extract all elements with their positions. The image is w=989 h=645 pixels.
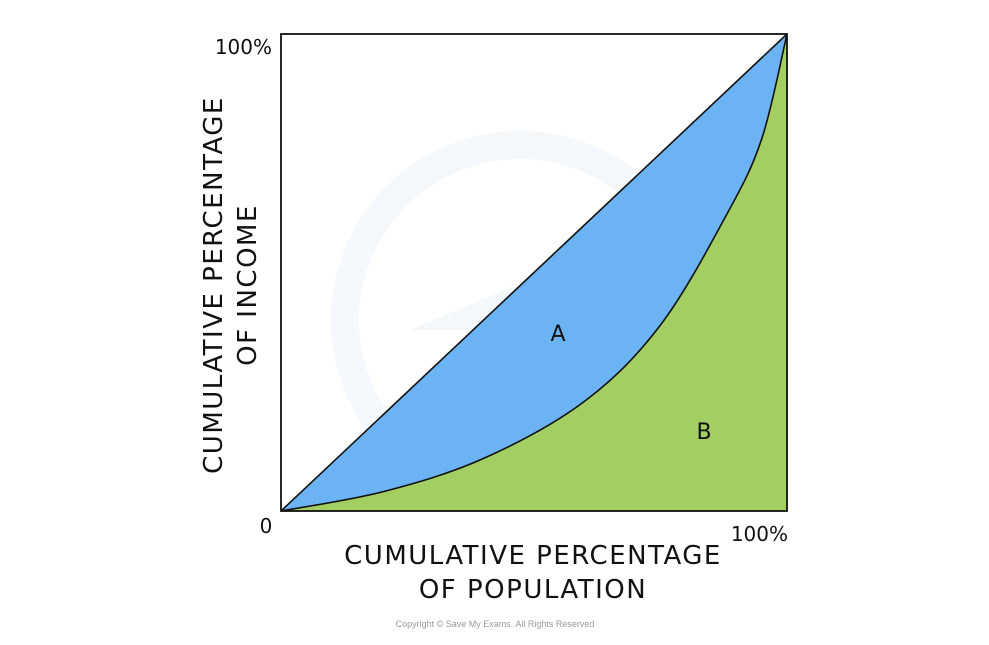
- x-axis-title-line-2: OF POPULATION: [419, 575, 647, 605]
- x-tick-max: 100%: [731, 522, 788, 546]
- x-axis-title-line-1: CUMULATIVE PERCENTAGE: [344, 541, 722, 571]
- y-axis-title-line-2: OF INCOME: [233, 204, 263, 366]
- copyright-notice: Copyright © Save My Exams. All Rights Re…: [396, 619, 595, 629]
- plot-frame: [280, 33, 788, 512]
- x-tick-origin: 0: [260, 514, 273, 538]
- region-a-label: A: [550, 322, 565, 347]
- y-axis-title-line-1: CUMULATIVE PERCENTAGE: [199, 96, 229, 474]
- region-b-area: [281, 34, 787, 511]
- y-tick-max: 100%: [215, 35, 272, 59]
- line-of-equality: [280, 33, 788, 512]
- region-b-label: B: [696, 420, 711, 445]
- lorenz-curve-line: [280, 33, 788, 512]
